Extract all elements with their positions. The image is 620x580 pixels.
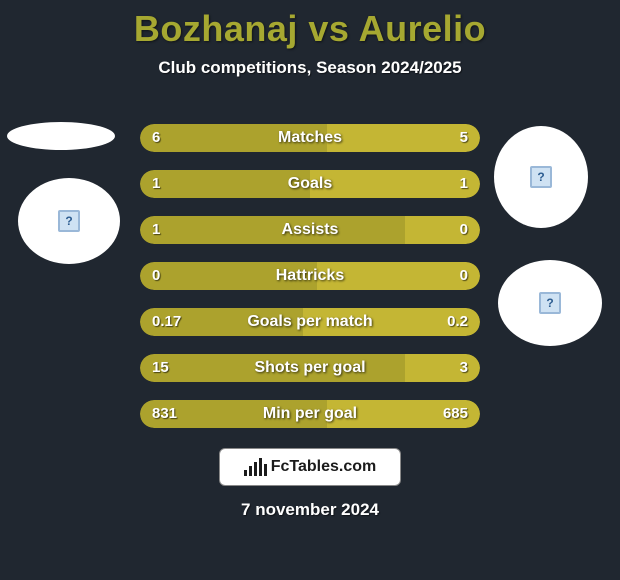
stat-row: 65Matches [140, 124, 480, 152]
stat-row: 831685Min per goal [140, 400, 480, 428]
player-left-avatar: ? [18, 178, 120, 264]
page-title: Bozhanaj vs Aurelio [0, 0, 620, 50]
stat-row: 0.170.2Goals per match [140, 308, 480, 336]
placeholder-icon: ? [58, 210, 80, 232]
stat-label: Goals [140, 170, 480, 198]
decorative-ellipse [7, 122, 115, 150]
bar-chart-icon [244, 458, 267, 476]
stat-label: Assists [140, 216, 480, 244]
stat-row: 00Hattricks [140, 262, 480, 290]
footer-brand: FcTables.com [219, 448, 401, 486]
infographic-date: 7 november 2024 [0, 500, 620, 520]
comparison-bars: 65Matches 11Goals 10Assists 00Hattricks 0.17… [140, 124, 480, 446]
stat-label: Matches [140, 124, 480, 152]
stat-row: 153Shots per goal [140, 354, 480, 382]
stat-label: Hattricks [140, 262, 480, 290]
player-right-avatar: ? [494, 126, 588, 228]
page-subtitle: Club competitions, Season 2024/2025 [0, 58, 620, 78]
stat-label: Min per goal [140, 400, 480, 428]
stat-row: 11Goals [140, 170, 480, 198]
decorative-circle: ? [498, 260, 602, 346]
stat-row: 10Assists [140, 216, 480, 244]
footer-brand-text: FcTables.com [271, 458, 377, 476]
stat-label: Goals per match [140, 308, 480, 336]
infographic-container: Bozhanaj vs Aurelio Club competitions, S… [0, 0, 620, 580]
placeholder-icon: ? [539, 292, 561, 314]
stat-label: Shots per goal [140, 354, 480, 382]
placeholder-icon: ? [530, 166, 552, 188]
